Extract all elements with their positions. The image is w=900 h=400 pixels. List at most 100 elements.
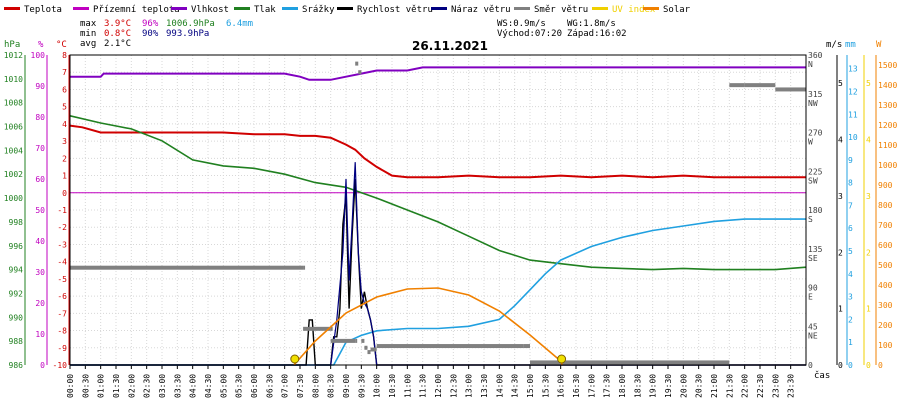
direction-label: E bbox=[808, 293, 813, 302]
right-tick-label: 3 bbox=[838, 192, 843, 201]
x-tick-label: 13:00 bbox=[465, 374, 474, 398]
left-tick-label: -9 bbox=[57, 344, 67, 353]
right-tick-label: 600 bbox=[878, 241, 893, 250]
wind-direction-segment bbox=[358, 70, 362, 75]
direction-label: N bbox=[808, 60, 813, 69]
x-tick-label: 23:00 bbox=[771, 374, 780, 398]
left-tick-label: 50 bbox=[35, 206, 45, 215]
x-tick-label: 17:30 bbox=[603, 374, 612, 398]
x-tick-label: 06:00 bbox=[250, 374, 259, 398]
left-tick-label: 1012 bbox=[4, 51, 23, 60]
x-tick-label: 11:00 bbox=[403, 374, 412, 398]
right-tick-label: 3 bbox=[866, 192, 871, 201]
legend-swatch bbox=[234, 7, 250, 10]
left-tick-label: 3 bbox=[62, 137, 67, 146]
x-tick-label: 03:30 bbox=[173, 374, 182, 398]
right-tick-label: 1300 bbox=[878, 101, 897, 110]
right-tick-label: 0 bbox=[878, 361, 883, 370]
right-tick-label: 5 bbox=[848, 247, 853, 256]
left-tick-label: -6 bbox=[57, 292, 67, 301]
legend-label: Solar bbox=[663, 5, 691, 15]
wind-gust-avg: WG:1.8m/s bbox=[567, 19, 616, 29]
right-tick-label: 1100 bbox=[878, 141, 897, 150]
right-tick-label: 1 bbox=[848, 338, 853, 347]
left-tick-label: 996 bbox=[9, 242, 24, 251]
right-tick-label: 1 bbox=[866, 305, 871, 314]
right-tick-label: 4 bbox=[838, 136, 843, 145]
right-tick-label: 700 bbox=[878, 221, 893, 230]
wind-direction-segment bbox=[744, 83, 760, 88]
left-tick-label: 1002 bbox=[4, 170, 23, 179]
legend-swatch bbox=[73, 7, 89, 10]
x-tick-label: 06:30 bbox=[265, 374, 274, 398]
right-tick-label: 1 bbox=[838, 305, 843, 314]
x-tick-label: 19:00 bbox=[649, 374, 658, 398]
stats-avg-temp: 2.1°C bbox=[104, 39, 131, 49]
x-tick-label: 13:30 bbox=[480, 374, 489, 398]
right-tick-label: 1400 bbox=[878, 81, 897, 90]
x-tick-label: 15:30 bbox=[541, 374, 550, 398]
right-tick-label: 1000 bbox=[878, 161, 897, 170]
right-tick-label: 3 bbox=[848, 293, 853, 302]
wind-speed-avg: WS:0.9m/s bbox=[497, 19, 546, 29]
x-tick-label: 19:30 bbox=[664, 374, 673, 398]
wind-direction-segment bbox=[70, 265, 304, 270]
legend-label: Vlhkost bbox=[191, 5, 229, 15]
wind-direction-segment bbox=[367, 350, 371, 355]
direction-label: NW bbox=[808, 99, 818, 108]
x-tick-label: 07:30 bbox=[296, 374, 305, 398]
sunrise-time: Východ:07:20 bbox=[497, 29, 562, 39]
x-tick-label: 17:00 bbox=[587, 374, 596, 398]
left-tick-label: 1008 bbox=[4, 99, 23, 108]
right-tick-label: 315 bbox=[808, 90, 823, 99]
left-tick-label: 6 bbox=[62, 85, 67, 94]
legend-swatch bbox=[4, 7, 20, 10]
left-tick-label: 998 bbox=[9, 218, 24, 227]
left-tick-label: 1000 bbox=[4, 194, 23, 203]
x-tick-label: 16:30 bbox=[572, 374, 581, 398]
left-tick-label: -3 bbox=[57, 240, 67, 249]
left-tick-label: 986 bbox=[9, 361, 24, 370]
legend-swatch bbox=[643, 7, 659, 10]
stats-min-pressure: 993.9hPa bbox=[166, 29, 209, 39]
left-tick-label: 988 bbox=[9, 337, 24, 346]
stats-min-temp: 0.8°C bbox=[104, 29, 131, 39]
stats-max-label: max bbox=[80, 19, 97, 29]
left-tick-label: 1010 bbox=[4, 75, 23, 84]
left-tick-label: 1006 bbox=[4, 123, 23, 132]
left-tick-label: 80 bbox=[35, 113, 45, 122]
left-tick-label: 20 bbox=[35, 299, 45, 308]
left-tick-label: 30 bbox=[35, 268, 45, 277]
x-tick-label: 20:30 bbox=[695, 374, 704, 398]
sun-markers bbox=[290, 354, 567, 364]
x-tick-label: 22:00 bbox=[741, 374, 750, 398]
stats-min-humidity: 90% bbox=[142, 29, 159, 39]
left-tick-label: -5 bbox=[57, 275, 67, 284]
legend-label: Rychlost větru bbox=[357, 5, 433, 15]
left-tick-label: 994 bbox=[9, 266, 24, 275]
right-tick-label: 5 bbox=[866, 79, 871, 88]
left-tick-label: 0 bbox=[62, 189, 67, 198]
legend-label: UV index bbox=[612, 5, 656, 15]
right-tick-label: 2 bbox=[866, 248, 871, 257]
legend-label: Směr větru bbox=[534, 5, 588, 15]
x-tick-label: 02:30 bbox=[143, 374, 152, 398]
x-tick-label: 21:00 bbox=[710, 374, 719, 398]
right-tick-label: 180 bbox=[808, 206, 823, 215]
sunrise-marker bbox=[290, 354, 300, 364]
legend-label: Tlak bbox=[254, 5, 276, 15]
right-tick-label: 900 bbox=[878, 181, 893, 190]
left-axis-unit: hPa bbox=[4, 40, 20, 50]
right-tick-label: 0 bbox=[848, 361, 853, 370]
direction-label: SE bbox=[808, 254, 818, 263]
x-tick-label: 00:00 bbox=[66, 374, 75, 398]
series-line bbox=[293, 287, 563, 366]
right-tick-label: 45 bbox=[808, 322, 818, 331]
x-tick-label: 08:30 bbox=[327, 374, 336, 398]
left-tick-label: -2 bbox=[57, 223, 67, 232]
right-tick-label: 400 bbox=[878, 281, 893, 290]
legend-label: Srážky bbox=[302, 5, 335, 15]
left-tick-label: 0 bbox=[40, 361, 45, 370]
